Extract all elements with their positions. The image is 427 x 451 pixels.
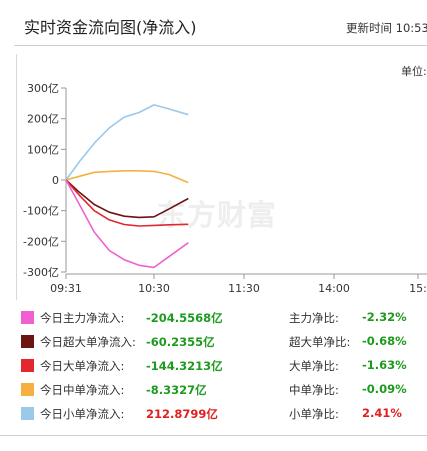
x-tick-label: 10:30 — [138, 282, 170, 295]
legend-series-name: 今日小单净流入: — [40, 407, 125, 421]
series-line: 今日超大单净流入 — [65, 179, 189, 219]
unit-label: 单位: — [401, 65, 427, 78]
y-tick-label: 0 — [52, 174, 59, 187]
legend-ratio-value: -0.68% — [362, 334, 407, 348]
watermark-logo: 东方财富 — [157, 198, 278, 232]
legend-swatch — [21, 407, 34, 420]
legend-row: 今日小单净流入: 212.8799亿 小单净比: 2.41% — [0, 401, 427, 425]
y-tick-label: 100亿 — [27, 143, 59, 156]
x-tick-label: 11:30 — [228, 282, 260, 295]
legend-series-name: 今日超大单净流入: — [40, 335, 136, 349]
legend-row: 今日中单净流入: -8.3327亿 中单净比: -0.09% — [0, 377, 427, 401]
panel-header: 实时资金流向图(净流入) 更新时间 10:53 — [0, 0, 427, 46]
legend-row: 今日大单净流入: -144.3213亿 大单净比: -1.63% — [0, 353, 427, 377]
legend-swatch — [21, 335, 34, 348]
legend-ratio-value: 2.41% — [362, 406, 402, 420]
y-tick-label: 300亿 — [27, 82, 59, 95]
bottom-divider — [0, 435, 427, 436]
legend-series-name: 今日中单净流入: — [40, 383, 125, 397]
legend-ratio-value: -0.09% — [362, 382, 407, 396]
chart-area: 东方财富 300亿 200亿 100亿 0 -100亿 -200亿 -300亿 09:31 10… — [16, 54, 427, 300]
legend-swatch — [21, 383, 34, 396]
legend-series-value: 212.8799亿 — [146, 407, 218, 421]
fund-flow-chart: 300亿 200亿 100亿 0 -100亿 -200亿 -300亿 09:31 10:30 11… — [23, 82, 427, 295]
y-tick-label: -300亿 — [23, 266, 59, 279]
legend-ratio-name: 主力净比: — [289, 311, 339, 325]
header-divider — [14, 45, 427, 46]
legend-swatch — [21, 359, 34, 372]
legend-row: 今日主力净流入: -204.5568亿 主力净比: -2.32% — [0, 305, 427, 329]
legend-row: 今日超大单净流入: -60.2355亿 超大单净比: -0.68% — [0, 329, 427, 353]
legend-series-value: -144.3213亿 — [146, 359, 223, 373]
series-line: 今日小单净流入 — [65, 104, 189, 181]
y-tick-label: -100亿 — [23, 205, 59, 218]
legend-series-name: 今日大单净流入: — [40, 359, 125, 373]
legend-ratio-value: -2.32% — [362, 310, 407, 324]
series-line: 今日大单净流入 — [65, 179, 189, 227]
legend-series-value: -60.2355亿 — [146, 335, 215, 349]
y-tick-label: 200亿 — [27, 113, 59, 126]
legend-series-name: 今日主力净流入: — [40, 311, 125, 325]
y-tick-label: -200亿 — [23, 235, 59, 248]
legend-ratio-name: 中单净比: — [289, 383, 339, 397]
page-title: 实时资金流向图(净流入) — [24, 18, 197, 37]
x-tick-label: 14:00 — [318, 282, 350, 295]
legend-series-value: -8.3327亿 — [146, 383, 207, 397]
x-tick-label: 09:31 — [50, 282, 82, 295]
legend-ratio-value: -1.63% — [362, 358, 407, 372]
legend-swatch — [21, 311, 34, 324]
legend-ratio-name: 大单净比: — [289, 359, 339, 373]
update-time: 更新时间 10:53 — [346, 21, 427, 35]
legend-ratio-name: 超大单净比: — [289, 335, 351, 349]
legend-series-value: -204.5568亿 — [146, 311, 223, 325]
series-line: 今日中单净流入 — [65, 170, 189, 184]
x-tick-label: 15: — [409, 282, 427, 295]
series-line: 今日主力净流入 — [65, 179, 189, 269]
legend-ratio-name: 小单净比: — [289, 407, 339, 421]
